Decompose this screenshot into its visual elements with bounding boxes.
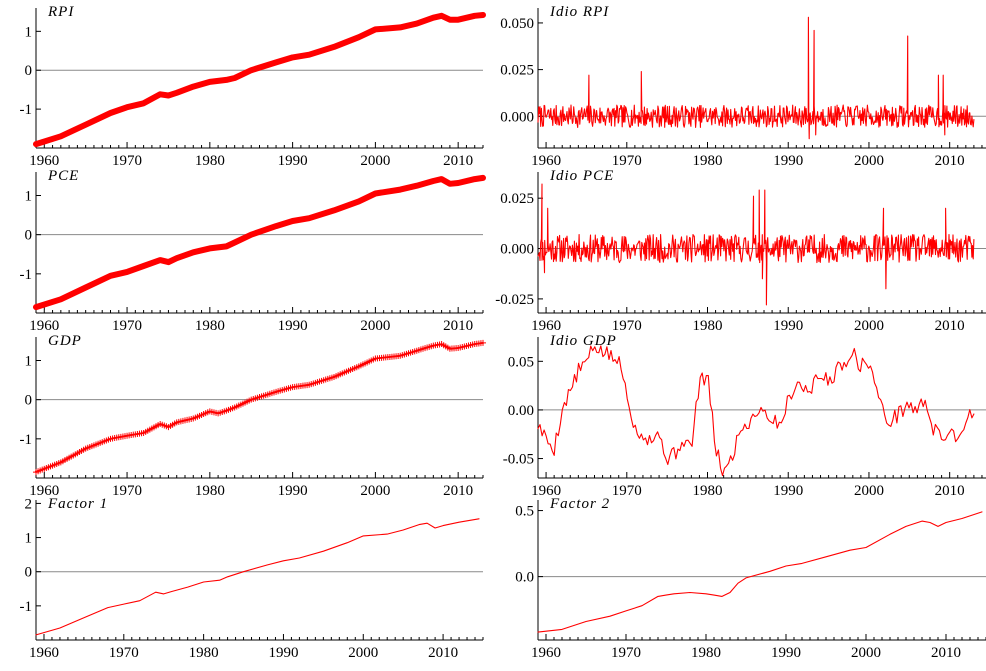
series-line xyxy=(537,345,975,477)
panel-title: PCE xyxy=(47,168,79,184)
series-line xyxy=(33,174,486,311)
x-tick-label: 1970 xyxy=(612,153,642,169)
y-tick-label: 0.000 xyxy=(500,109,534,125)
panel-title: Factor 1 xyxy=(47,496,108,512)
series-line xyxy=(537,511,983,633)
series-line xyxy=(35,342,484,473)
panel-rpi: 1 0 -1 1960 1970 1980 1990 2000 2010 RPI xyxy=(20,4,486,169)
y-tick-label: 0 xyxy=(25,565,33,581)
y-tick-label: 1 xyxy=(25,189,33,205)
panel-title: Idio GDP xyxy=(549,333,617,349)
y-tick-label: 0 xyxy=(25,393,33,409)
y-tick-label: -0.05 xyxy=(503,452,534,468)
x-tick-label: 1980 xyxy=(691,645,721,661)
panel-title: Factor 2 xyxy=(549,496,610,512)
x-tick-label: 1990 xyxy=(771,645,801,661)
x-tick-label: 2010 xyxy=(428,645,458,661)
x-tick-label: 1970 xyxy=(612,483,642,499)
panel-title: RPI xyxy=(47,4,74,20)
y-tick-label: 0.050 xyxy=(500,16,534,32)
x-tick-label: 1960 xyxy=(29,318,59,334)
y-tick-label: -1 xyxy=(20,599,33,615)
x-tick-label: 2010 xyxy=(443,483,473,499)
x-tick-label: 1990 xyxy=(278,153,308,169)
y-tick-label: 2 xyxy=(25,496,33,512)
x-tick-label: 2000 xyxy=(851,645,881,661)
x-tick-label: 1980 xyxy=(195,318,225,334)
panel-factor-1: 2 1 0 -1 1960 1970 1980 1990 2000 2010 Factor 1 xyxy=(20,496,484,661)
y-tick-label: 0.0 xyxy=(515,570,534,586)
y-tick-label: 0 xyxy=(25,63,33,79)
series-line xyxy=(33,12,486,148)
x-tick-label: 2010 xyxy=(935,483,965,499)
x-tick-label: 1980 xyxy=(189,645,219,661)
x-tick-label: 2000 xyxy=(854,483,884,499)
y-tick-label: -1 xyxy=(20,102,33,118)
x-tick-label: 1970 xyxy=(112,153,142,169)
x-tick-label: 1960 xyxy=(531,645,561,661)
x-tick-label: 2010 xyxy=(935,153,965,169)
y-tick-label: 0.025 xyxy=(500,63,534,79)
y-tick-label: 0 xyxy=(25,228,33,244)
x-tick-label: 1990 xyxy=(773,483,803,499)
x-tick-label: 2000 xyxy=(360,153,390,169)
x-tick-label: 2000 xyxy=(854,318,884,334)
panel-pce: 1 0 -1 1960 1970 1980 1990 2000 2010 PCE xyxy=(20,168,486,334)
x-tick-label: 2010 xyxy=(935,318,965,334)
panel-title: Idio RPI xyxy=(549,4,609,20)
y-tick-label: 0.00 xyxy=(508,403,534,419)
y-tick-label: 0.000 xyxy=(500,242,534,258)
x-tick-label: 1980 xyxy=(693,483,723,499)
x-tick-label: 2000 xyxy=(360,483,390,499)
x-tick-label: 1970 xyxy=(611,645,641,661)
x-tick-label: 1980 xyxy=(693,153,723,169)
series-line xyxy=(35,518,480,636)
x-tick-label: 1990 xyxy=(278,318,308,334)
y-tick-label: -1 xyxy=(20,432,33,448)
x-tick-label: 1970 xyxy=(112,318,142,334)
panel-idio-rpi: 0.050 0.025 0.000 1960 1970 1980 1990 2000 2010 I… xyxy=(500,4,986,169)
x-tick-label: 2000 xyxy=(854,153,884,169)
x-tick-label: 1980 xyxy=(195,153,225,169)
x-tick-label: 2010 xyxy=(443,318,473,334)
y-tick-label: 1 xyxy=(25,354,33,370)
x-tick-label: 1960 xyxy=(531,153,561,169)
x-tick-label: 2000 xyxy=(348,645,378,661)
y-tick-label: -0.025 xyxy=(495,292,534,308)
series-line xyxy=(537,16,975,140)
x-tick-label: 1990 xyxy=(278,483,308,499)
x-tick-label: 2010 xyxy=(443,153,473,169)
series-line xyxy=(537,183,975,306)
x-tick-label: 1990 xyxy=(773,318,803,334)
x-tick-label: 1980 xyxy=(693,318,723,334)
x-tick-label: 2010 xyxy=(931,645,961,661)
y-tick-label: 0.5 xyxy=(515,504,534,520)
panel-factor-2: 0.5 0.0 1960 1970 1980 1990 2000 2010 Factor 2 xyxy=(515,496,986,661)
y-tick-label: 0.05 xyxy=(508,354,534,370)
x-tick-label: 1960 xyxy=(29,645,59,661)
x-tick-label: 1970 xyxy=(112,483,142,499)
x-tick-label: 1960 xyxy=(29,153,59,169)
panel-title: GDP xyxy=(48,333,82,349)
y-tick-label: -1 xyxy=(20,267,33,283)
x-tick-label: 1990 xyxy=(773,153,803,169)
y-tick-label: 1 xyxy=(25,531,33,547)
x-tick-label: 2000 xyxy=(360,318,390,334)
x-tick-label: 1960 xyxy=(531,318,561,334)
x-tick-label: 1980 xyxy=(195,483,225,499)
panel-title: Idio PCE xyxy=(549,168,614,184)
x-tick-label: 1970 xyxy=(109,645,139,661)
y-tick-label: 0.025 xyxy=(500,191,534,207)
panel-idio-pce: 0.025 0.000 -0.025 1960 1970 1980 1990 2000 2010… xyxy=(495,168,986,334)
x-tick-label: 1960 xyxy=(531,483,561,499)
data-point xyxy=(480,339,486,346)
y-tick-label: 1 xyxy=(25,24,33,40)
panel-gdp: 1 0 -1 1960 1970 1980 1990 2000 2010 GDP xyxy=(20,333,486,499)
panel-idio-gdp: 0.05 0.00 -0.05 1960 1970 1980 1990 2000 2010 Idi… xyxy=(503,333,986,499)
x-tick-label: 1970 xyxy=(612,318,642,334)
x-tick-label: 1960 xyxy=(29,483,59,499)
x-tick-label: 1990 xyxy=(268,645,298,661)
